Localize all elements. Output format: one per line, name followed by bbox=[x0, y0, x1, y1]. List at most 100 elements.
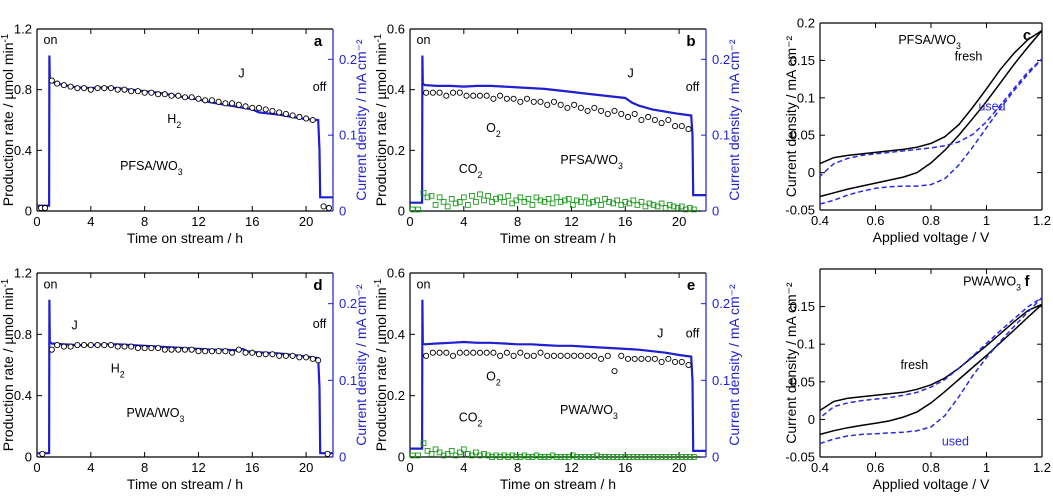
panel-label: a bbox=[314, 33, 323, 50]
data-point bbox=[545, 454, 552, 460]
x-tick-label: 1 bbox=[983, 213, 990, 228]
data-point bbox=[269, 351, 276, 358]
iv-label-j: J bbox=[657, 326, 663, 340]
data-point bbox=[529, 454, 536, 460]
data-point bbox=[60, 343, 67, 350]
y-tick-label: 0 bbox=[398, 204, 405, 219]
data-point bbox=[529, 202, 536, 208]
panel-e: 0 4 8 12 16 20 0 0.2 0.4 0.6 0 0.1 0.2 Time on stream… bbox=[373, 266, 743, 493]
data-point bbox=[315, 357, 322, 364]
data-point bbox=[473, 199, 479, 205]
panel-d: 0 4 8 12 16 20 0 0.4 0.8 1.2 0 0.1 0.2 Time on stream… bbox=[0, 266, 369, 493]
x-tick-label: 0 bbox=[406, 214, 413, 229]
data-point bbox=[517, 194, 524, 201]
data-point bbox=[553, 454, 560, 460]
data-point bbox=[67, 83, 74, 90]
y-tick-label: 0.4 bbox=[14, 143, 32, 158]
data-point bbox=[626, 200, 633, 207]
data-point bbox=[666, 202, 673, 208]
data-point bbox=[450, 352, 457, 359]
data-point bbox=[541, 199, 548, 205]
data-point bbox=[638, 355, 645, 362]
data-point bbox=[525, 454, 532, 460]
x-tick-label: 20 bbox=[299, 460, 313, 475]
x-tick-label: 16 bbox=[618, 214, 632, 229]
data-point bbox=[586, 454, 592, 460]
iv-label-pwa-wo: PWA/WO3 bbox=[963, 275, 1021, 293]
y-tick-label: 0.2 bbox=[387, 143, 405, 158]
data-point bbox=[505, 192, 512, 199]
iv-label-j: J bbox=[72, 319, 78, 333]
series-line bbox=[410, 299, 706, 452]
y2-tick-label: 0.1 bbox=[712, 128, 730, 143]
x-tick-label: 12 bbox=[564, 460, 578, 475]
data-point bbox=[537, 197, 544, 204]
data-point bbox=[658, 200, 665, 207]
data-point bbox=[604, 110, 611, 117]
y-tick-label: 1.2 bbox=[14, 22, 32, 37]
data-point bbox=[606, 454, 612, 460]
y2-tick-label: 0.2 bbox=[339, 52, 357, 67]
panel-label: f bbox=[1025, 273, 1031, 290]
data-point bbox=[202, 97, 209, 104]
data-point bbox=[550, 352, 558, 359]
data-point bbox=[81, 342, 88, 349]
data-point bbox=[452, 452, 459, 459]
data-point bbox=[107, 342, 115, 349]
data-point bbox=[670, 454, 677, 460]
data-point bbox=[578, 199, 584, 205]
data-point bbox=[665, 116, 672, 124]
data-point bbox=[443, 92, 450, 99]
data-point bbox=[642, 203, 649, 210]
data-point bbox=[569, 452, 576, 459]
data-point bbox=[651, 116, 658, 124]
data-point bbox=[443, 349, 450, 356]
data-point bbox=[282, 110, 289, 117]
data-point bbox=[557, 101, 564, 108]
series-j bbox=[37, 299, 333, 455]
data-point bbox=[181, 346, 189, 353]
y2-axis-title: Current density / mA cm⁻² bbox=[726, 39, 742, 201]
data-point bbox=[181, 94, 189, 101]
data-point bbox=[642, 454, 649, 460]
data-point bbox=[682, 454, 689, 460]
series-line bbox=[37, 299, 333, 455]
data-point bbox=[483, 349, 490, 356]
data-point bbox=[517, 454, 524, 460]
data-point bbox=[229, 100, 236, 107]
data-point bbox=[598, 454, 604, 460]
data-point bbox=[493, 196, 499, 202]
iv-label-off: off bbox=[686, 326, 700, 340]
data-point bbox=[477, 452, 483, 459]
data-point bbox=[48, 77, 55, 84]
x-tick-label: 16 bbox=[245, 214, 259, 229]
data-point bbox=[634, 202, 641, 208]
data-point bbox=[537, 454, 544, 460]
data-point bbox=[497, 352, 504, 359]
data-point bbox=[610, 454, 617, 460]
series-line bbox=[819, 58, 1043, 205]
data-point bbox=[436, 194, 443, 201]
data-point bbox=[465, 451, 471, 457]
data-point bbox=[503, 349, 510, 356]
iv-label-o: O2 bbox=[486, 369, 501, 387]
series-j bbox=[410, 299, 706, 452]
data-point bbox=[456, 349, 463, 356]
iv-label-j: J bbox=[238, 67, 244, 81]
x-tick-label: 0 bbox=[33, 460, 40, 475]
data-point bbox=[682, 206, 689, 213]
data-point bbox=[489, 199, 495, 205]
y2-axis-title: Current density / mA cm⁻² bbox=[353, 39, 369, 201]
data-point bbox=[537, 98, 544, 105]
series-fresh bbox=[819, 29, 1043, 198]
iv-label-on: on bbox=[417, 277, 431, 291]
x-axis-title: Time on stream / h bbox=[127, 476, 243, 492]
data-point bbox=[134, 88, 141, 95]
data-point bbox=[444, 451, 451, 457]
y2-tick-label: 0.1 bbox=[712, 373, 730, 388]
data-point bbox=[646, 200, 653, 207]
data-point bbox=[672, 123, 679, 130]
data-point bbox=[658, 454, 665, 460]
data-point bbox=[168, 346, 175, 353]
